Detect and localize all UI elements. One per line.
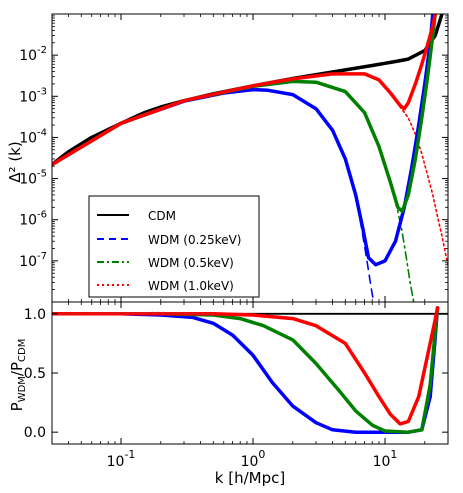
bottom-x-ticks: 10-1 100 101 <box>51 302 449 470</box>
bottom-series-curve-1 <box>52 306 440 434</box>
bottom-plot-area <box>52 306 448 434</box>
legend-box <box>88 195 260 298</box>
bottom-y-axis-label: PWDM/PCDM <box>8 339 28 412</box>
top-y-tick-label: 10-2 <box>19 45 47 64</box>
legend: CDM WDM (0.25keV) WDM (0.5keV) WDM (1.0k… <box>88 195 260 298</box>
top-plot-area <box>52 14 448 302</box>
bottom-y-tick-label: 0.5 <box>24 366 46 382</box>
top-series-curve-4 <box>52 14 435 267</box>
top-y-tick-label: 10-3 <box>19 86 47 105</box>
bottom-panel: 0.0 0.5 1.0 10-1 100 101 PWDM/PCDM k [h/Mpc] <box>8 301 449 487</box>
bottom-x-tick-label: 100 <box>241 448 266 470</box>
bottom-series-curve-2 <box>52 306 440 434</box>
top-y-axis-label: Δ² (k) <box>6 141 24 182</box>
top-panel: 10-710-610-510-410-310-2 Δ² (k) CDM WDM … <box>6 13 449 303</box>
bottom-y-tick-label: 0.0 <box>24 425 46 441</box>
legend-label-cdm: CDM <box>148 209 176 223</box>
legend-label-wdm-10: WDM (1.0keV) <box>148 279 234 293</box>
x-axis-label: k [h/Mpc] <box>215 469 285 487</box>
bottom-series-curve-4 <box>52 311 215 315</box>
legend-label-wdm-05: WDM (0.5keV) <box>148 256 234 270</box>
bottom-y-tick-label: 1.0 <box>24 307 46 323</box>
bottom-x-tick-label: 101 <box>373 448 398 470</box>
top-series-curve-5 <box>52 14 437 214</box>
bottom-x-tick-label: 10-1 <box>107 448 136 470</box>
bottom-series-curve-3 <box>52 306 440 426</box>
top-series-curve-6 <box>52 14 437 167</box>
top-y-tick-label: 10-7 <box>19 251 47 270</box>
legend-label-wdm-025: WDM (0.25keV) <box>148 233 241 247</box>
top-y-tick-label: 10-6 <box>19 210 47 229</box>
bottom-y-ticks: 0.0 0.5 1.0 <box>24 307 448 441</box>
